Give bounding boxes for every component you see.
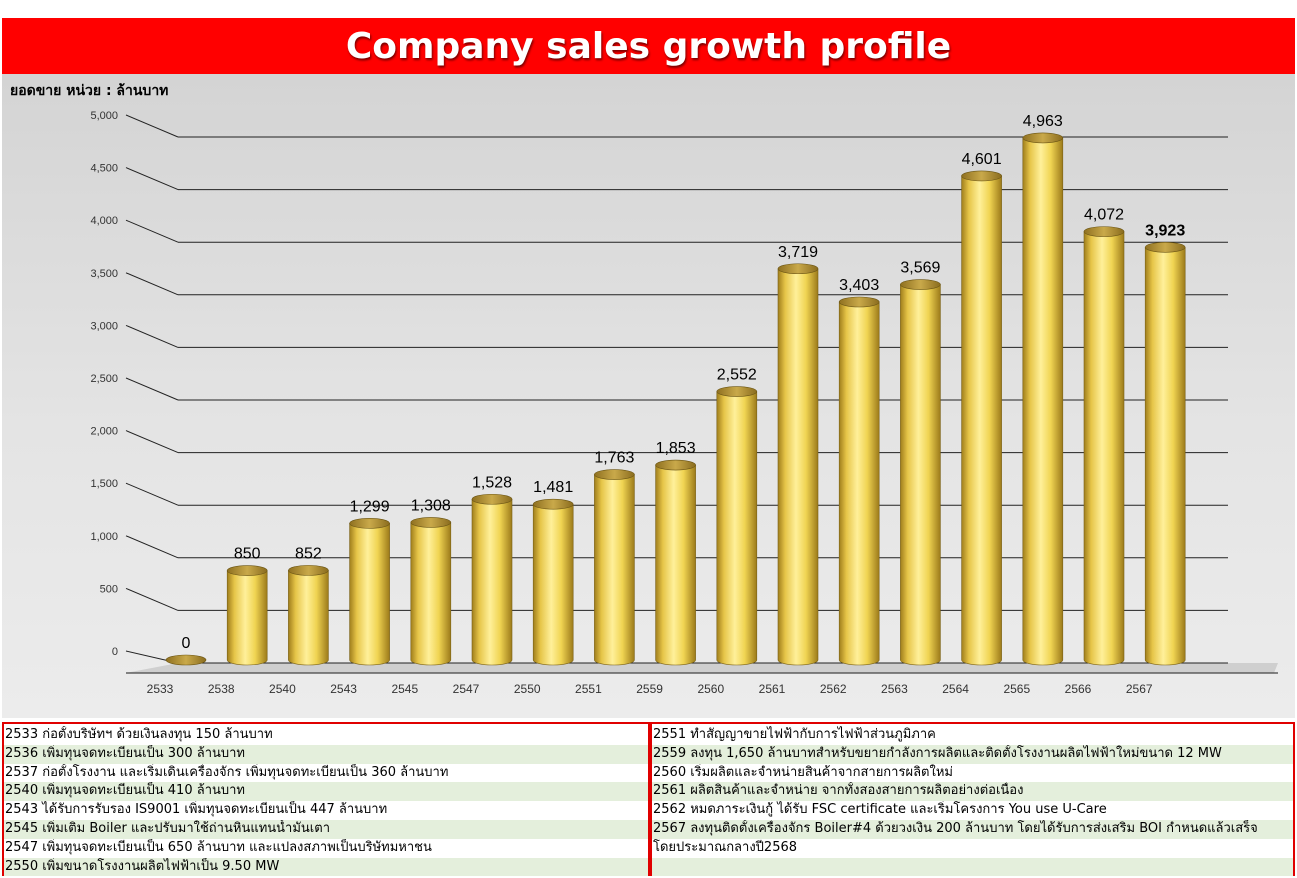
x-tick-label: 2567: [1126, 682, 1153, 696]
note-row: 2543 ได้รับการรับรอง IS9001 เพิ่มทุนจดทะ…: [4, 801, 648, 820]
bar: [226, 565, 268, 666]
note-row: 2545 เพิ่มเติม Boiler และปรับมาใช้ถ่านหิ…: [4, 819, 648, 839]
bar-chart: 0 500 1,000 1,500 2,000 2,500 3,000 3,500 4,000 4…: [90, 110, 1278, 696]
y-tick-label: 2,000: [90, 426, 118, 438]
x-tick-label: 2559: [636, 682, 663, 696]
x-tick-label: 2563: [881, 682, 908, 696]
data-label: 4,601: [962, 151, 1002, 168]
y-tick-label: 3,000: [90, 320, 118, 332]
x-tick-label: 2564: [942, 682, 969, 696]
data-label: 3,569: [900, 260, 940, 277]
y-tick-label: 500: [100, 583, 118, 595]
note-row: โดยประมาณกลางปี2568: [652, 838, 1293, 858]
page-title: Company sales growth profile: [345, 25, 952, 67]
note-row: 2550 เพิ่มขนาดโรงงานผลิตไฟฟ้าเป็น 9.50 M…: [4, 857, 648, 877]
bar: [655, 459, 696, 666]
bar: [594, 469, 635, 666]
y-tick-label: 4,000: [90, 215, 118, 227]
notes-left-column: 2533 ก่อตั้งบริษัทฯ ด้วยเงินลงทุน 150 ล้…: [2, 722, 650, 877]
bar: [165, 654, 207, 666]
data-label: 3,403: [839, 277, 879, 294]
data-label: 850: [234, 546, 261, 563]
bar: [410, 517, 452, 666]
x-tick-label: 2551: [575, 682, 602, 696]
y-axis-unit-label: ยอดขาย หน่วย : ล้านบาท: [10, 83, 169, 99]
data-label: 1,481: [533, 479, 573, 496]
bar: [1022, 132, 1064, 666]
data-label: 4,072: [1084, 207, 1124, 224]
note-row: 2533 ก่อตั้งบริษัทฯ ด้วยเงินลงทุน 150 ล้…: [4, 726, 648, 745]
y-tick-label: 0: [112, 646, 118, 658]
data-label: 3,923: [1145, 222, 1185, 239]
bar: [716, 386, 758, 666]
x-tick-label: 2561: [759, 682, 786, 696]
bar: [349, 518, 390, 666]
bar: [288, 565, 329, 666]
bar: [777, 263, 819, 666]
title-banner: Company sales growth profile: [2, 18, 1295, 74]
data-label: 1,853: [656, 440, 696, 457]
x-tick-label: 2538: [208, 682, 235, 696]
x-tick-label: 2562: [820, 682, 847, 696]
note-row: 2567 ลงทุนติดตั้งเครื่องจักร Boiler#4 ด้…: [652, 819, 1293, 839]
x-tick-label: 2565: [1003, 682, 1030, 696]
y-tick-label: 4,500: [90, 163, 118, 175]
data-label: 2,552: [717, 367, 757, 384]
note-row: 2560 เริ่มผลิตและจำหน่ายสินค้าจากสายการผ…: [652, 763, 1293, 783]
note-row: 2536 เพิ่มทุนจดทะเบียนเป็น 300 ล้านบาท: [4, 744, 648, 764]
note-row: 2561 ผลิตสินค้าและจำหน่าย จากทั้งสองสายก…: [652, 782, 1293, 802]
note-row: 2540 เพิ่มทุนจดทะเบียนเป็น 410 ล้านบาท: [4, 782, 648, 802]
bar: [1144, 242, 1186, 666]
x-tick-label: 2543: [330, 682, 357, 696]
data-label: 852: [295, 545, 322, 562]
bar: [900, 279, 941, 666]
data-label: 1,528: [472, 474, 512, 491]
notes-right-column: 2551 ทำสัญญาขายไฟฟ้ากับการไฟฟ้าส่วนภูมิภ…: [650, 722, 1295, 877]
y-tick-label: 1,500: [90, 478, 118, 490]
data-label: 1,299: [350, 498, 390, 515]
data-label: 4,963: [1023, 113, 1063, 130]
data-label: 1,763: [594, 450, 634, 467]
y-tick-label: 3,500: [90, 268, 118, 280]
data-label: 3,719: [778, 244, 818, 261]
y-tick-label: 2,500: [90, 373, 118, 385]
data-label: 1,308: [411, 497, 451, 514]
note-row: 2537 ก่อตั้งโรงงาน และเริ่มเดินเครื่องจั…: [4, 763, 648, 783]
note-row: 2562 หมดภาระเงินกู้ ได้รับ FSC certifica…: [652, 801, 1293, 820]
x-tick-label: 2545: [391, 682, 418, 696]
x-tick-label: 2533: [147, 682, 174, 696]
milestone-notes: 2533 ก่อตั้งบริษัทฯ ด้วยเงินลงทุน 150 ล้…: [2, 722, 1295, 877]
note-row: 2551 ทำสัญญาขายไฟฟ้ากับการไฟฟ้าส่วนภูมิภ…: [652, 726, 1293, 745]
bar: [471, 493, 513, 666]
bar: [961, 170, 1002, 666]
x-tick-label: 2540: [269, 682, 296, 696]
x-tick-label: 2566: [1065, 682, 1092, 696]
x-tick-label: 2560: [697, 682, 724, 696]
y-tick-label: 1,000: [90, 531, 118, 543]
note-row: [652, 857, 1293, 877]
note-row: 2547 เพิ่มทุนจดทะเบียนเป็น 650 ล้านบาท แ…: [4, 838, 648, 858]
chart-floor: [126, 663, 1278, 673]
y-tick-label: 5,000: [90, 110, 118, 122]
bar: [532, 498, 574, 666]
x-tick-label: 2550: [514, 682, 541, 696]
bar: [838, 296, 880, 666]
bar: [1083, 226, 1125, 666]
data-label: 0: [182, 635, 191, 652]
x-tick-label: 2547: [453, 682, 480, 696]
note-row: 2559 ลงทุน 1,650 ล้านบาทสำหรับขยายกำลังก…: [652, 744, 1293, 764]
